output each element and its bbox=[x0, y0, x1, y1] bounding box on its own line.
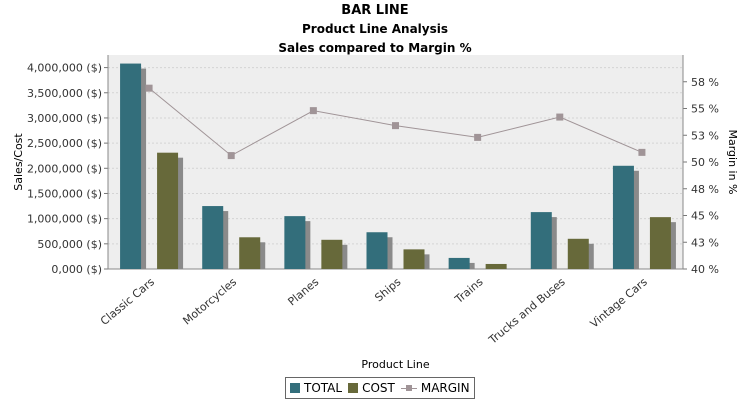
margin-swatch bbox=[400, 383, 417, 393]
y2-tick-label: 45 % bbox=[691, 210, 719, 223]
chart-subtitle: Product Line Analysis bbox=[302, 22, 448, 36]
y-tick-label: 1,000,000 ($) bbox=[27, 213, 102, 226]
bar-cost bbox=[485, 263, 507, 269]
y-tick-label: 4,000,000 ($) bbox=[27, 62, 102, 75]
y2-tick-label: 40 % bbox=[691, 263, 719, 276]
y2-tick-label: 58 % bbox=[691, 76, 719, 89]
y-tick-label: 2,500,000 ($) bbox=[27, 137, 102, 150]
margin-point bbox=[145, 84, 153, 92]
margin-point bbox=[227, 152, 235, 160]
y-tick-label: 3,000,000 ($) bbox=[27, 112, 102, 125]
bar-cost bbox=[239, 237, 261, 269]
y2-tick-label: 43 % bbox=[691, 236, 719, 249]
x-tick-label: Trains bbox=[452, 275, 486, 306]
y-tick-label: 3,500,000 ($) bbox=[27, 87, 102, 100]
cost-swatch bbox=[348, 383, 359, 393]
margin-point bbox=[309, 107, 317, 115]
bar-total bbox=[284, 216, 306, 269]
bar-total bbox=[366, 232, 388, 269]
total-swatch bbox=[290, 383, 300, 393]
bar-cost bbox=[321, 239, 343, 269]
y2-tick-label: 53 % bbox=[691, 129, 719, 142]
chart-subtitle-2: Sales compared to Margin % bbox=[278, 41, 472, 55]
y-tick-label: 1,500,000 ($) bbox=[27, 187, 102, 200]
margin-point bbox=[474, 133, 482, 141]
margin-point bbox=[638, 148, 646, 156]
chart-title: BAR LINE bbox=[341, 3, 409, 18]
margin-point bbox=[392, 122, 399, 130]
x-axis-title: Product Line bbox=[361, 358, 429, 371]
y2-tick-label: 48 % bbox=[691, 183, 719, 196]
x-tick-label: Classic Cars bbox=[98, 275, 157, 328]
y2-axis-title: Margin in % bbox=[726, 129, 739, 194]
bar-total bbox=[202, 206, 224, 269]
y-tick-label: 500,000 ($) bbox=[37, 238, 102, 251]
y2-tick-label: 55 % bbox=[691, 103, 719, 116]
legend-item-total: TOTAL bbox=[290, 381, 342, 395]
y-tick-label: 2,000,000 ($) bbox=[27, 162, 102, 175]
bar-cost bbox=[649, 217, 671, 269]
bar-cost bbox=[403, 249, 425, 269]
x-tick-label: Vintage Cars bbox=[588, 275, 650, 330]
x-tick-label: Ships bbox=[372, 275, 403, 304]
bar-total bbox=[120, 63, 142, 270]
margin-point bbox=[556, 113, 564, 121]
chart-titles: BAR LINE Product Line Analysis Sales com… bbox=[0, 2, 750, 57]
legend-item-margin: MARGIN bbox=[400, 381, 470, 395]
x-tick-label: Planes bbox=[285, 275, 321, 308]
bar-cost bbox=[157, 152, 179, 269]
x-tick-label: Trucks and Buses bbox=[486, 275, 568, 347]
legend-label-cost: COST bbox=[362, 381, 395, 395]
legend-label-total: TOTAL bbox=[304, 381, 343, 395]
y-tick-label: 0,000 ($) bbox=[51, 263, 102, 276]
legend-label-margin: MARGIN bbox=[420, 381, 470, 395]
bar-total bbox=[448, 257, 470, 269]
legend-item-cost: COST bbox=[348, 381, 395, 395]
plot-area bbox=[108, 55, 683, 269]
chart-legend: TOTAL COST MARGIN bbox=[285, 377, 475, 399]
bar-total bbox=[612, 165, 634, 269]
bar-cost bbox=[567, 238, 589, 269]
y2-tick-label: 50 % bbox=[691, 156, 719, 169]
x-tick-label: Motorcycles bbox=[180, 275, 239, 327]
y-axis-title: Sales/Cost bbox=[12, 133, 25, 191]
bar-total bbox=[530, 212, 552, 269]
